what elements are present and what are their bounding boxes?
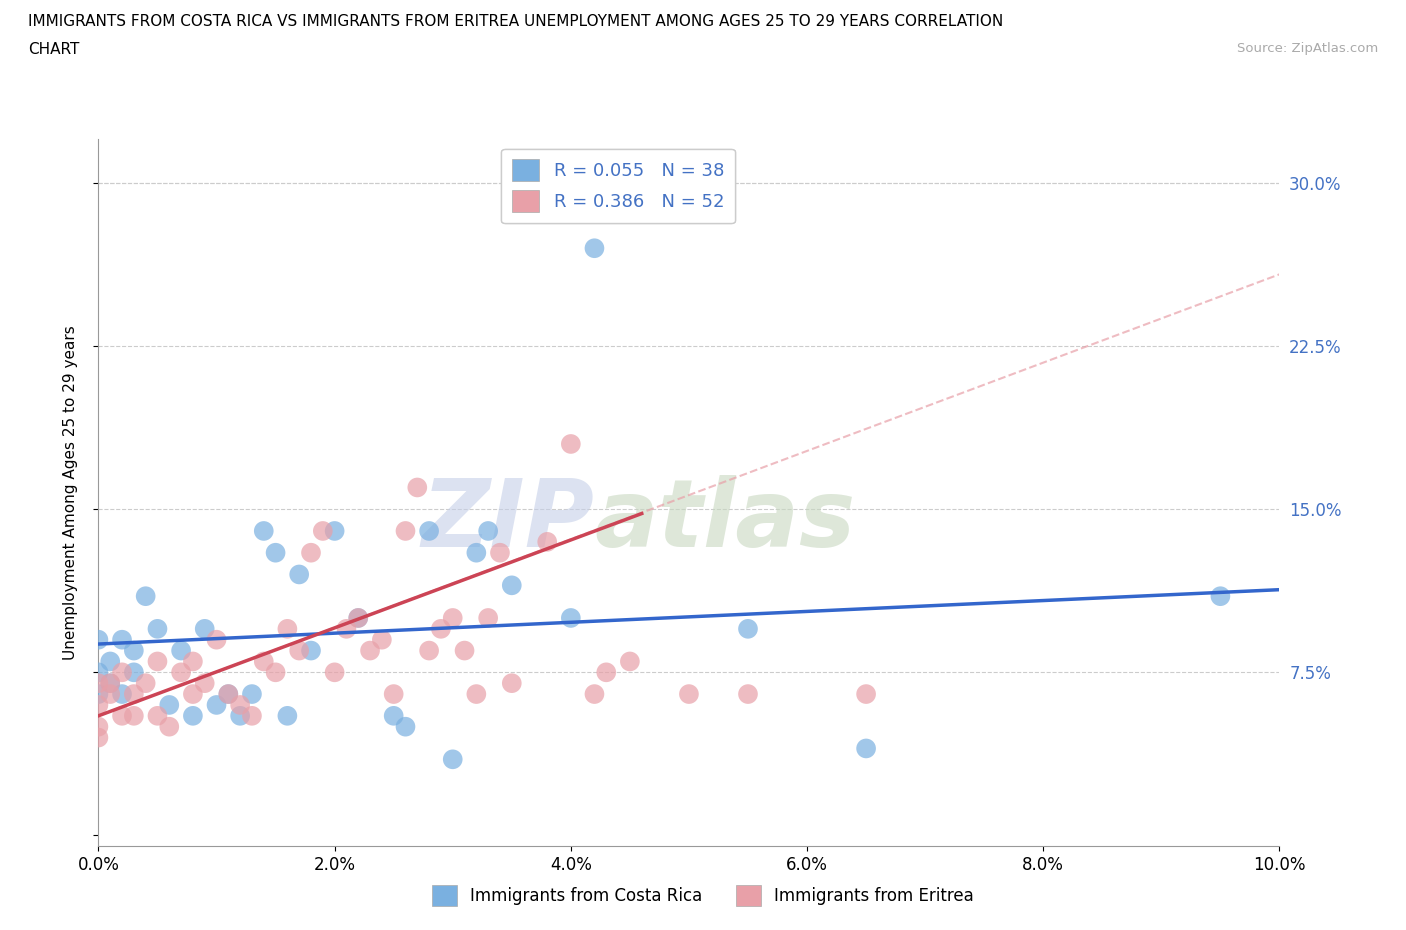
Point	[382, 709, 405, 724]
Point	[87, 698, 110, 712]
Point	[583, 241, 606, 256]
Point	[170, 644, 193, 658]
Point	[253, 654, 276, 669]
Point	[194, 676, 217, 691]
Point	[217, 686, 239, 701]
Point	[560, 436, 582, 451]
Point	[240, 686, 263, 701]
Point	[87, 686, 110, 701]
Point	[501, 578, 523, 592]
Point	[229, 709, 252, 724]
Point	[146, 654, 169, 669]
Point	[98, 686, 121, 701]
Point	[441, 610, 464, 625]
Point	[276, 709, 298, 724]
Point	[418, 524, 440, 538]
Point	[536, 535, 558, 550]
Text: IMMIGRANTS FROM COSTA RICA VS IMMIGRANTS FROM ERITREA UNEMPLOYMENT AMONG AGES 25: IMMIGRANTS FROM COSTA RICA VS IMMIGRANTS…	[28, 14, 1004, 29]
Point	[288, 567, 311, 582]
Point	[122, 665, 145, 680]
Point	[87, 632, 110, 647]
Point	[619, 654, 641, 669]
Point	[111, 665, 134, 680]
Point	[323, 665, 346, 680]
Point	[253, 524, 276, 538]
Point	[441, 751, 464, 766]
Point	[465, 686, 488, 701]
Point	[111, 686, 134, 701]
Point	[135, 589, 157, 604]
Point	[382, 686, 405, 701]
Text: atlas: atlas	[595, 475, 856, 567]
Point	[323, 524, 346, 538]
Point	[855, 741, 877, 756]
Point	[465, 545, 488, 560]
Point	[157, 698, 180, 712]
Point	[737, 686, 759, 701]
Point	[111, 632, 134, 647]
Point	[595, 665, 617, 680]
Point	[737, 621, 759, 636]
Legend: R = 0.055   N = 38, R = 0.386   N = 52: R = 0.055 N = 38, R = 0.386 N = 52	[501, 149, 735, 223]
Point	[371, 632, 394, 647]
Point	[299, 545, 322, 560]
Point	[264, 545, 287, 560]
Point	[406, 480, 429, 495]
Point	[678, 686, 700, 701]
Legend: Immigrants from Costa Rica, Immigrants from Eritrea: Immigrants from Costa Rica, Immigrants f…	[426, 879, 980, 912]
Point	[111, 709, 134, 724]
Point	[122, 686, 145, 701]
Point	[477, 610, 499, 625]
Text: Source: ZipAtlas.com: Source: ZipAtlas.com	[1237, 42, 1378, 55]
Point	[347, 610, 370, 625]
Point	[146, 621, 169, 636]
Point	[359, 644, 381, 658]
Point	[501, 676, 523, 691]
Point	[299, 644, 322, 658]
Point	[217, 686, 239, 701]
Point	[560, 610, 582, 625]
Point	[489, 545, 512, 560]
Point	[87, 719, 110, 734]
Point	[394, 524, 416, 538]
Point	[1209, 589, 1232, 604]
Point	[146, 709, 169, 724]
Point	[87, 665, 110, 680]
Point	[855, 686, 877, 701]
Point	[98, 676, 121, 691]
Point	[312, 524, 335, 538]
Point	[98, 676, 121, 691]
Point	[264, 665, 287, 680]
Point	[477, 524, 499, 538]
Point	[453, 644, 475, 658]
Point	[181, 654, 204, 669]
Point	[181, 709, 204, 724]
Point	[98, 654, 121, 669]
Point	[583, 686, 606, 701]
Point	[194, 621, 217, 636]
Point	[181, 686, 204, 701]
Point	[288, 644, 311, 658]
Point	[335, 621, 357, 636]
Point	[430, 621, 453, 636]
Point	[229, 698, 252, 712]
Point	[157, 719, 180, 734]
Point	[418, 644, 440, 658]
Text: ZIP: ZIP	[422, 475, 595, 567]
Point	[394, 719, 416, 734]
Point	[240, 709, 263, 724]
Point	[122, 644, 145, 658]
Point	[87, 676, 110, 691]
Point	[170, 665, 193, 680]
Point	[347, 610, 370, 625]
Point	[205, 698, 228, 712]
Point	[205, 632, 228, 647]
Y-axis label: Unemployment Among Ages 25 to 29 years: Unemployment Among Ages 25 to 29 years	[63, 326, 77, 660]
Point	[122, 709, 145, 724]
Point	[87, 730, 110, 745]
Point	[135, 676, 157, 691]
Point	[276, 621, 298, 636]
Text: CHART: CHART	[28, 42, 80, 57]
